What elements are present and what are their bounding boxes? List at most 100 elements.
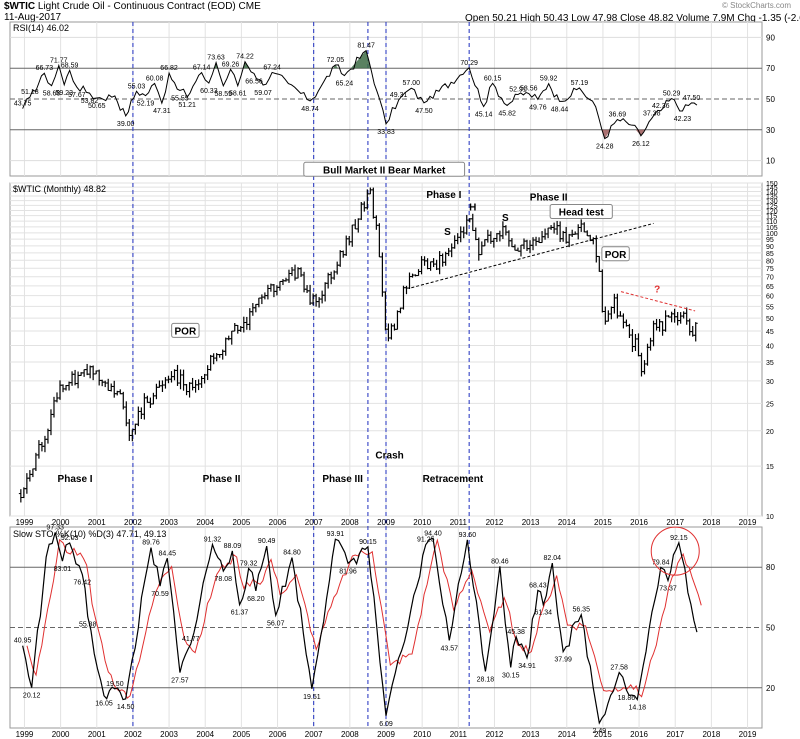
- x-tick-label: 2002: [124, 730, 142, 739]
- stochastic-data-label: 43.57: [441, 645, 459, 652]
- price-y-tick: 80: [766, 258, 774, 265]
- stochastic-data-label: 14.18: [629, 704, 647, 711]
- rsi-data-label: 60.15: [484, 75, 502, 82]
- rsi-data-label: 52.19: [137, 101, 155, 108]
- stochastic-data-label: 14.50: [117, 704, 135, 711]
- annotation-label: H: [469, 202, 476, 213]
- rsi-data-label: 67.14: [193, 65, 211, 72]
- x-tick-label: 2016: [630, 730, 648, 739]
- x-tick-label: 2001: [88, 730, 106, 739]
- rsi-y-tick: 90: [766, 33, 775, 42]
- rsi-data-label: 47.50: [683, 95, 701, 102]
- stochastic-data-label: 84.45: [159, 550, 177, 557]
- rsi-data-label: 59.07: [254, 90, 272, 97]
- annotation-box: [549, 204, 613, 220]
- x-tick-label: 1999: [16, 730, 34, 739]
- rsi-data-label: 58.59: [215, 91, 233, 98]
- price-y-tick: 100: [766, 231, 778, 238]
- stochastic-data-label: 37.99: [554, 657, 572, 664]
- stochastic-data-label: 18.86: [618, 695, 636, 702]
- price-y-tick: 35: [766, 360, 774, 367]
- stochastic-data-label: 56.35: [572, 607, 590, 614]
- rsi-data-label: 26.12: [632, 141, 650, 148]
- price-bar: [693, 322, 698, 342]
- stochastic-data-label: 61.34: [535, 610, 553, 617]
- x-tick-label: 2011: [450, 518, 468, 527]
- stochastic-data-label: 68.43: [529, 582, 547, 589]
- rsi-data-label: 60.08: [146, 75, 164, 82]
- x-tick-label: 2018: [702, 730, 720, 739]
- x-tick-label: 2017: [666, 518, 684, 527]
- rsi-data-label: 59.23: [55, 90, 73, 97]
- stochastic-data-label: 27.58: [610, 665, 628, 672]
- price-y-tick: 85: [766, 251, 774, 258]
- rsi-data-label: 42.23: [674, 116, 692, 123]
- stochastic-y-tick: 80: [766, 563, 775, 572]
- price-y-tick: 105: [766, 225, 778, 232]
- rsi-data-label: 36.69: [609, 111, 627, 118]
- stochastic-data-label: 19.51: [303, 694, 321, 701]
- price-y-tick: 90: [766, 244, 774, 251]
- price-y-tick: 30: [766, 379, 774, 386]
- x-tick-label: 2019: [739, 730, 757, 739]
- annotation-label: S: [502, 213, 509, 224]
- stochastic-data-label: 93.91: [327, 531, 345, 538]
- rsi-y-tick: 70: [766, 64, 775, 73]
- annotation-label: S: [444, 227, 451, 238]
- rsi-overbought-fill: [350, 50, 371, 69]
- rsi-data-label: 39.00: [117, 121, 135, 128]
- price-y-tick: 75: [766, 266, 774, 273]
- x-tick-label: 2017: [666, 730, 684, 739]
- price-y-tick: 55: [766, 304, 774, 311]
- annotation-label: Retracement: [423, 474, 484, 485]
- chart-header-title: $WTIC Light Crude Oil - Continuous Contr…: [4, 1, 261, 12]
- price-y-tick: 60: [766, 294, 774, 301]
- price-y-tick: 40: [766, 344, 774, 351]
- rsi-data-label: 51.18: [21, 89, 39, 96]
- stochastic-data-label: 80.46: [491, 558, 509, 565]
- rsi-data-label: 66.56: [245, 78, 263, 85]
- x-tick-label: 2004: [196, 730, 214, 739]
- stochastic-data-label: 83.01: [54, 566, 72, 573]
- price-y-tick: 70: [766, 275, 774, 282]
- annotation-box: [303, 161, 466, 177]
- rsi-data-label: 57.19: [571, 80, 589, 87]
- stochastic-data-label: 19.50: [106, 681, 124, 688]
- stochastic-y-tick: 50: [766, 624, 775, 633]
- rsi-data-label: 59.92: [540, 76, 558, 83]
- price-y-tick: 65: [766, 284, 774, 291]
- stochastic-data-label: 92.03: [61, 535, 79, 542]
- x-tick-label: 2008: [341, 518, 359, 527]
- stochastic-data-label: 41.77: [182, 636, 200, 643]
- annotation-box: [171, 322, 200, 338]
- annotation-label: Phase III: [322, 474, 363, 485]
- annotation-label: Phase II: [530, 193, 568, 204]
- annotation-label: Phase I: [426, 190, 461, 201]
- rsi-data-label: 73.63: [207, 55, 225, 62]
- stochastic-data-label: 91.25: [417, 537, 435, 544]
- stochastic-data-label: 89.76: [142, 540, 160, 547]
- x-tick-label: 2005: [232, 518, 250, 527]
- price-y-tick: 95: [766, 237, 774, 244]
- annotation-label: Phase II: [203, 474, 241, 485]
- x-tick-label: 2010: [413, 518, 431, 527]
- rsi-data-label: 50.65: [88, 103, 106, 110]
- x-tick-label: 2014: [558, 518, 576, 527]
- x-tick-label: 2012: [486, 518, 504, 527]
- stochastic-data-label: 30.15: [502, 672, 520, 679]
- x-tick-label: 2016: [630, 518, 648, 527]
- description-label: Light Crude Oil - Continuous Contract (E…: [37, 1, 236, 12]
- price-y-tick: 120: [766, 208, 778, 215]
- stochastic-data-label: 55.38: [79, 622, 97, 629]
- price-y-tick: 145: [766, 185, 778, 192]
- stochastic-data-label: 97.33: [46, 524, 64, 531]
- rsi-data-label: 70.29: [460, 60, 478, 67]
- rsi-data-label: 45.14: [475, 111, 493, 118]
- stochastic-data-label: 28.18: [477, 676, 495, 683]
- stochastic-data-label: 45.38: [507, 629, 525, 636]
- symbol-label: $WTIC: [4, 1, 36, 12]
- rsi-y-tick: 10: [766, 157, 775, 166]
- rsi-data-label: 43.75: [14, 101, 32, 108]
- rsi-data-label: 53.82: [81, 98, 99, 105]
